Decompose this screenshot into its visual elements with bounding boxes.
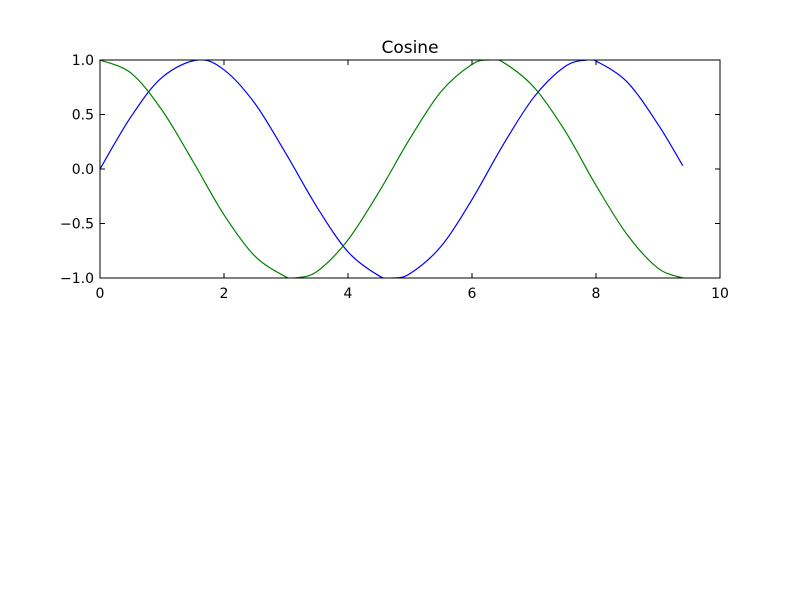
series-line-2 [100,60,684,278]
x-tick-label: 4 [344,286,353,302]
y-tick-label: 0.5 [72,108,94,124]
chart-title: Cosine [381,38,438,58]
y-tick-label: 1.0 [72,53,94,69]
plot-area: 0 2 4 6 8 10 −1.0 −0.5 0.0 0.5 1.0 [60,53,729,302]
x-tick-label: 0 [96,286,105,302]
y-tick-label: −0.5 [60,217,94,233]
x-tick-label: 2 [220,286,229,302]
x-tick-label: 10 [711,286,729,302]
y-tick-label: 0.0 [72,162,94,178]
y-tick-label: −1.0 [60,271,94,287]
x-tick-label: 6 [468,286,477,302]
x-tick-label: 8 [592,286,601,302]
